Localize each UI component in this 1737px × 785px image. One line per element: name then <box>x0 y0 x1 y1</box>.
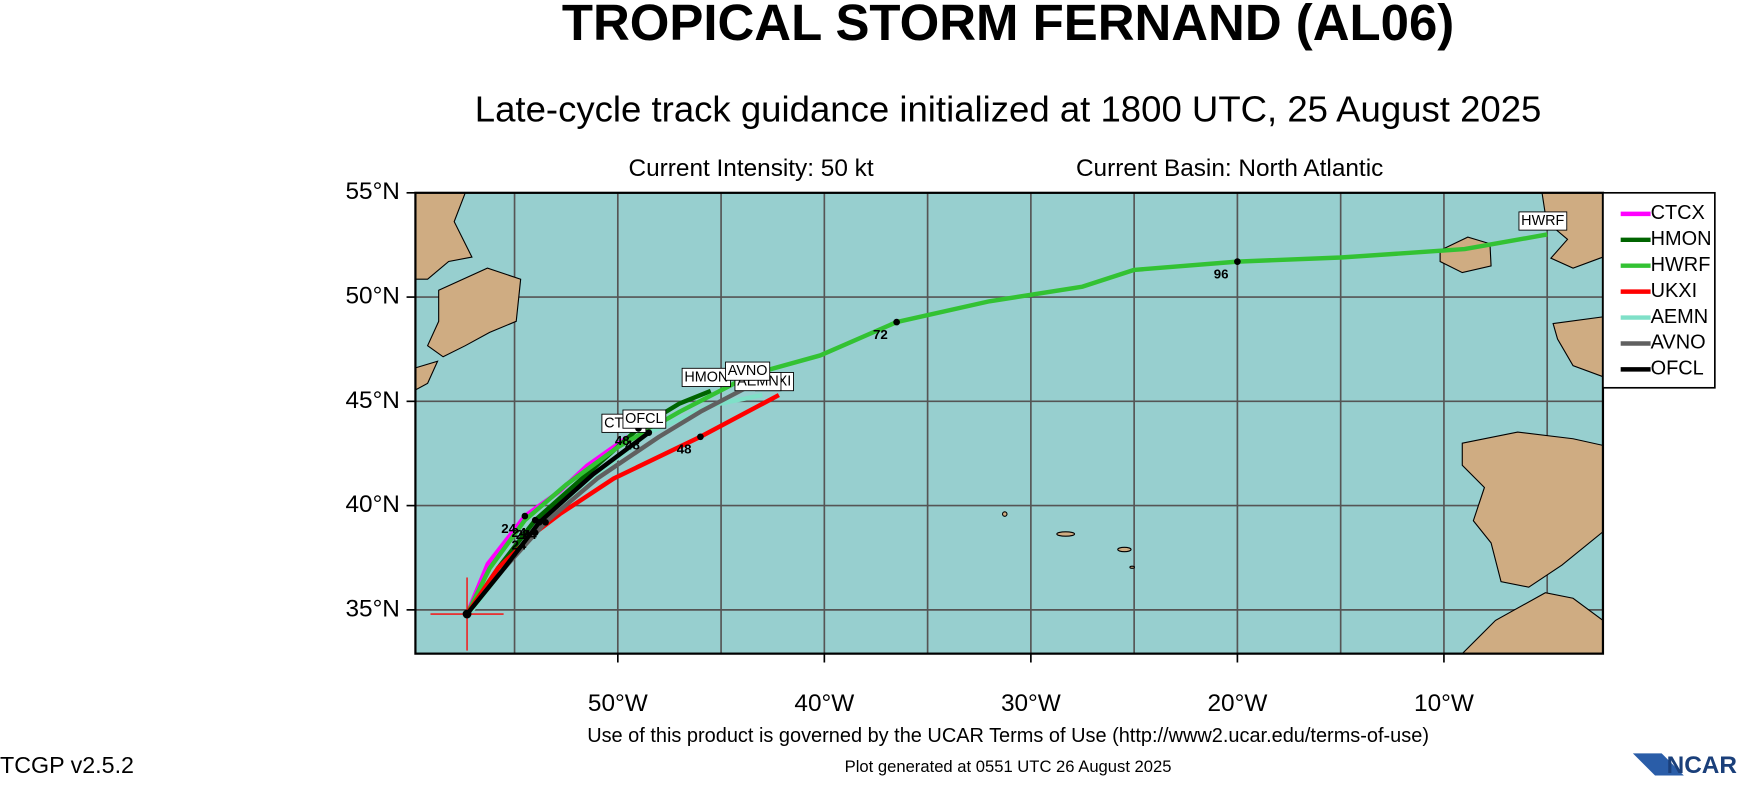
terms: Use of this product is governed by the U… <box>587 725 1429 747</box>
basin: Current Basin: North Atlantic <box>1076 155 1383 182</box>
track-point <box>697 433 704 441</box>
legend-label: CTCX <box>1651 202 1705 224</box>
legend-label: UKXI <box>1651 280 1698 302</box>
legend-label: OFCL <box>1651 358 1704 380</box>
legend-label: AVNO <box>1651 332 1706 354</box>
frame <box>414 191 1605 655</box>
legend-label: HWRF <box>1651 254 1711 276</box>
island <box>1129 565 1135 569</box>
model-label-box <box>1518 211 1568 231</box>
y-tick-label: 55°N <box>345 178 399 205</box>
model-label: HMON <box>684 369 728 385</box>
labrador <box>414 192 473 280</box>
logo: NCAR <box>1667 752 1737 779</box>
newfoundland <box>426 267 522 358</box>
x-tick-label: 10°W <box>1414 690 1474 717</box>
hour-label: 96 <box>1214 266 1229 281</box>
ocean <box>415 192 1603 654</box>
island <box>1056 531 1076 537</box>
track-point <box>531 529 539 537</box>
track-point <box>542 518 549 526</box>
model-label: AVNO <box>728 363 768 379</box>
hour-label: 48 <box>615 433 630 448</box>
hour-label: 48 <box>677 442 692 457</box>
island <box>1001 511 1008 517</box>
hour-label: 72 <box>873 327 888 342</box>
model-label: HWRF <box>1521 213 1564 229</box>
y-tick-label: 50°N <box>345 283 399 310</box>
france <box>1552 316 1604 378</box>
track-point <box>1234 258 1241 265</box>
legend-label: AEMN <box>1651 306 1709 328</box>
tracks: 24CTCX2448HMON7296HWRF2448UKXIAEMN24AVNO… <box>430 211 1568 651</box>
generated: Plot generated at 0551 UTC 26 August 202… <box>845 757 1172 776</box>
island <box>1117 546 1132 553</box>
track-point <box>645 429 653 436</box>
hour-label: 24 <box>501 521 516 536</box>
y-tick-label: 35°N <box>345 595 399 622</box>
hour-label: 24 <box>512 538 527 553</box>
x-tick-label: 40°W <box>794 690 854 717</box>
intensity: Current Intensity: 50 kt <box>629 155 874 182</box>
title: TROPICAL STORM FERNAND (AL06) <box>562 0 1454 51</box>
hour-label: 24 <box>512 525 527 540</box>
iberia <box>1461 431 1604 588</box>
grid <box>415 191 1603 654</box>
track-point <box>521 512 529 520</box>
hour-label: 24 <box>516 527 531 542</box>
logo-mark <box>1632 753 1684 776</box>
x-tick-label: 50°W <box>588 690 648 717</box>
y-tick-label: 40°N <box>345 491 399 518</box>
x-tick-label: 30°W <box>1001 690 1061 717</box>
model-label: OFCL <box>625 411 663 427</box>
x-tick-label: 20°W <box>1207 690 1267 717</box>
legend: CTCX HMON HWRF UKXI AEMN AVNO OFCL <box>1602 191 1716 389</box>
storm-position <box>462 609 472 619</box>
subtitle: Late-cycle track guidance initialized at… <box>475 89 1542 130</box>
hour-label: 48 <box>625 437 640 452</box>
model-label-box <box>622 409 667 429</box>
version: TCGP v2.5.2 <box>0 752 134 778</box>
y-tick-label: 45°N <box>345 387 399 414</box>
track-point <box>893 318 900 326</box>
legend-label: HMON <box>1651 228 1712 250</box>
hour-label: 24 <box>522 527 537 542</box>
track-point <box>536 518 543 526</box>
model-label-box <box>725 361 771 381</box>
track <box>465 232 1548 615</box>
